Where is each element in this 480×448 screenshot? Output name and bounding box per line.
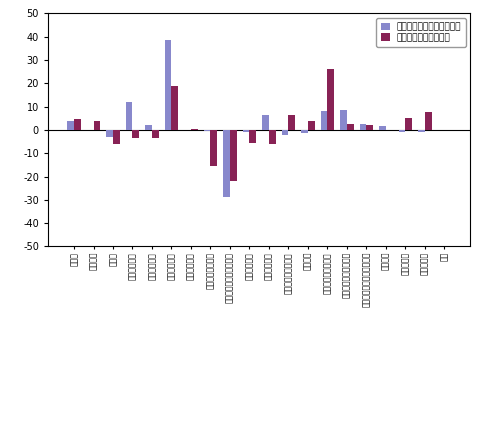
Bar bbox=[340, 110, 347, 130]
Bar bbox=[171, 86, 178, 130]
Bar bbox=[301, 130, 308, 134]
Bar bbox=[126, 102, 132, 130]
Bar bbox=[418, 130, 425, 132]
Bar bbox=[74, 120, 81, 130]
Bar bbox=[406, 118, 412, 130]
Bar bbox=[398, 130, 406, 132]
Bar bbox=[288, 115, 295, 130]
Bar bbox=[94, 121, 100, 130]
Bar bbox=[308, 121, 315, 130]
Bar bbox=[327, 69, 334, 130]
Bar bbox=[191, 129, 198, 130]
Bar bbox=[269, 130, 276, 144]
Bar bbox=[132, 130, 139, 138]
Bar bbox=[230, 130, 237, 181]
Bar bbox=[262, 115, 269, 130]
Bar bbox=[223, 130, 230, 198]
Bar bbox=[321, 111, 327, 130]
Bar bbox=[379, 126, 386, 130]
Bar bbox=[113, 130, 120, 144]
Bar bbox=[210, 130, 217, 166]
Bar bbox=[67, 121, 74, 130]
Bar bbox=[250, 130, 256, 143]
Bar bbox=[347, 124, 354, 130]
Bar bbox=[360, 124, 366, 130]
Bar bbox=[282, 130, 288, 134]
Bar bbox=[366, 125, 373, 130]
Legend: 前月比（季節調整済指数）, 前年同月比（原指数）: 前月比（季節調整済指数）, 前年同月比（原指数） bbox=[376, 18, 466, 47]
Bar bbox=[106, 130, 113, 137]
Bar bbox=[204, 130, 210, 131]
Bar bbox=[242, 130, 250, 132]
Bar bbox=[165, 40, 171, 130]
Bar bbox=[145, 125, 152, 130]
Bar bbox=[152, 130, 159, 138]
Bar bbox=[425, 112, 432, 130]
